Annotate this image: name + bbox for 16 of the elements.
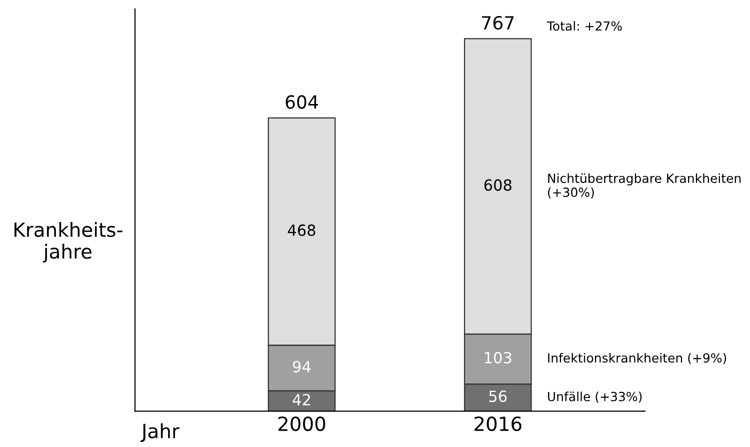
- x-tick-label: 2000: [278, 416, 326, 432]
- data-label: 103: [484, 352, 512, 364]
- total-label: 767: [482, 16, 514, 30]
- y-axis-title: Krankheits- jahre: [14, 222, 122, 263]
- data-label: 608: [484, 179, 512, 191]
- x-tick-label: 2016: [474, 416, 522, 432]
- data-label: 42: [292, 394, 310, 406]
- x-axis-title: Jahr: [140, 423, 180, 442]
- series-label: Nichtübertragbare Krankheiten (+30%): [548, 173, 741, 198]
- text: Total: +27%: [546, 21, 622, 31]
- series-label: Infektionskrankheiten (+9%): [548, 352, 726, 364]
- data-label: 56: [489, 390, 507, 402]
- data-label: 94: [292, 360, 311, 372]
- data-label: 468: [288, 224, 316, 236]
- series-label: Unfälle (+33%): [548, 392, 642, 403]
- total-label: 604: [286, 95, 318, 109]
